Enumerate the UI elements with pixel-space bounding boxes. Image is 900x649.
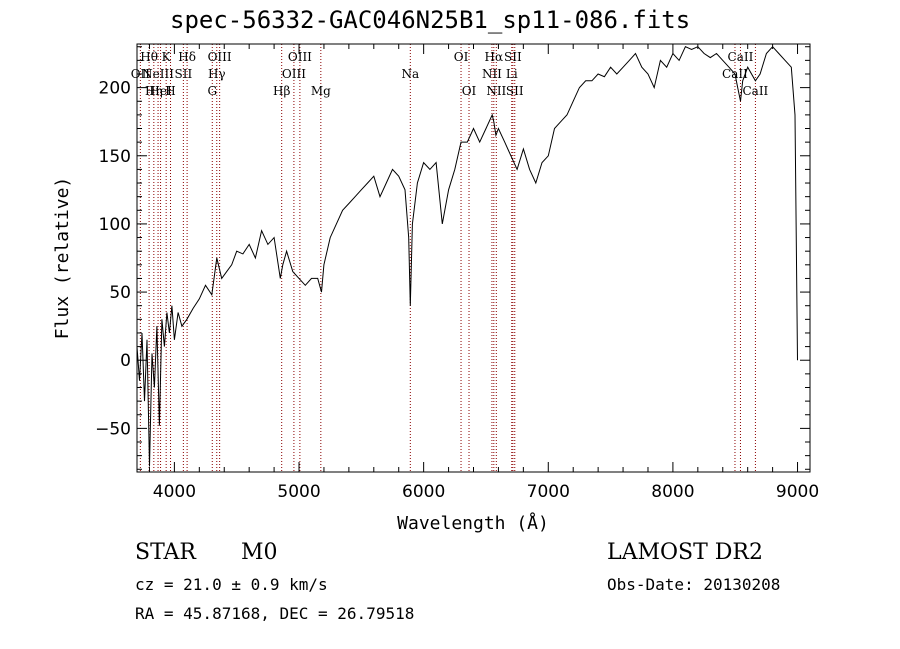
line-marker-label: OIII — [282, 67, 306, 81]
line-marker-label: NII — [486, 84, 506, 98]
y-tick-label: −50 — [95, 419, 131, 439]
line-marker-label: HeI — [149, 84, 172, 98]
x-axis-label: Wavelength (Å) — [397, 512, 549, 534]
x-tick-label: 8000 — [651, 482, 694, 502]
y-tick-label: 200 — [99, 79, 131, 99]
object-class: STAR — [135, 540, 196, 565]
line-marker-label: Hδ — [178, 50, 196, 64]
line-marker-label: Li — [506, 67, 518, 81]
x-tick-label: 9000 — [776, 482, 819, 502]
line-marker-label: CaII — [728, 50, 754, 64]
line-marker-label: OII — [131, 67, 151, 81]
line-marker-label: Hγ — [208, 67, 226, 81]
x-axis: 4000 5000 6000 7000 8000 9000 — [148, 44, 819, 502]
spectrum-line — [136, 45, 798, 467]
line-marker-label: CaII — [742, 84, 768, 98]
obs-date: Obs-Date: 20130208 — [607, 575, 781, 594]
x-tick-label: 4000 — [153, 482, 196, 502]
redshift-value: cz = 21.0 ± 0.9 km/s — [135, 575, 328, 594]
y-tick-label: 150 — [99, 147, 131, 167]
line-marker-label: SII — [506, 84, 524, 98]
y-axis-label: Flux (relative) — [52, 177, 73, 340]
y-tick-label: 100 — [99, 215, 131, 235]
coordinates: RA = 45.87168, DEC = 26.79518 — [135, 604, 415, 623]
survey-name: LAMOST DR2 — [607, 540, 763, 565]
line-marker-label: G — [207, 84, 217, 98]
line-marker-label: Mg — [311, 84, 331, 98]
line-marker-label: Hθ — [140, 50, 158, 64]
line-marker-label: Hα — [485, 50, 504, 64]
y-tick-label: 0 — [120, 351, 131, 371]
spectral-line-markers — [139, 44, 756, 472]
line-marker-label: NII — [482, 67, 502, 81]
x-tick-label: 7000 — [527, 482, 570, 502]
line-marker-label: SII — [504, 50, 522, 64]
line-marker-label: OIII — [288, 50, 312, 64]
line-marker-label: Hβ — [273, 84, 290, 98]
line-marker-label: K — [162, 50, 172, 64]
plot-frame — [136, 43, 811, 473]
x-tick-label: 5000 — [277, 482, 320, 502]
line-marker-label: H — [165, 84, 175, 98]
line-marker-label: SII — [175, 67, 193, 81]
spectral-line-labels: OIIHθHηNeIIIHeIKHSIIHδGHγOIIIHβOIIIOIIIM… — [131, 50, 769, 98]
line-marker-label: OI — [454, 50, 469, 64]
x-tick-label: 6000 — [402, 482, 445, 502]
line-marker-label: NeIII — [142, 67, 174, 81]
line-marker-label: OI — [462, 84, 477, 98]
line-marker-label: OIII — [208, 50, 232, 64]
y-axis: −50 0 50 100 150 200 — [95, 46, 810, 470]
chart-title: spec-56332-GAC046N25B1_sp11-086.fits — [170, 6, 691, 34]
object-subclass: M0 — [241, 540, 278, 565]
line-marker-label: Na — [401, 67, 419, 81]
line-marker-label: Hη — [145, 84, 163, 98]
y-tick-label: 50 — [109, 283, 131, 303]
line-marker-label: CaII — [722, 67, 748, 81]
